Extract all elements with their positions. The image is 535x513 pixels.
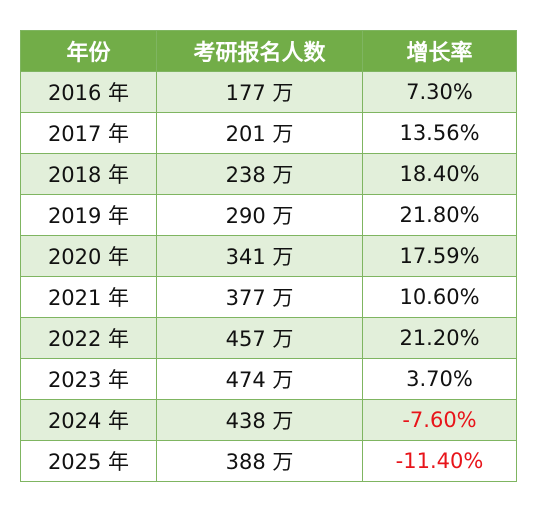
table-row: 2016 年 177 万 7.30% [20,71,517,113]
cell-applicants: 377 万 [156,276,363,318]
table-row: 2023 年 474 万 3.70% [20,358,517,400]
cell-year: 2019 年 [20,194,157,236]
cell-growth: 21.80% [362,194,517,236]
cell-growth: 21.20% [362,317,517,359]
header-applicants: 考研报名人数 [156,30,363,72]
enrollment-table-container: 年份 考研报名人数 增长率 2016 年 177 万 7.30% 2017 年 … [20,30,517,482]
cell-year: 2022 年 [20,317,157,359]
cell-growth: 18.40% [362,153,517,195]
cell-year: 2017 年 [20,112,157,154]
cell-year: 2020 年 [20,235,157,277]
cell-applicants: 238 万 [156,153,363,195]
cell-applicants: 201 万 [156,112,363,154]
cell-year: 2016 年 [20,71,157,113]
table-row: 2018 年 238 万 18.40% [20,153,517,195]
cell-growth: 3.70% [362,358,517,400]
cell-growth-negative: -7.60% [362,399,517,441]
cell-growth: 7.30% [362,71,517,113]
cell-applicants: 341 万 [156,235,363,277]
cell-applicants: 474 万 [156,358,363,400]
cell-year: 2025 年 [20,440,157,482]
cell-applicants: 388 万 [156,440,363,482]
cell-growth: 10.60% [362,276,517,318]
cell-year: 2023 年 [20,358,157,400]
cell-growth: 17.59% [362,235,517,277]
table-row: 2017 年 201 万 13.56% [20,112,517,154]
table-row: 2025 年 388 万 -11.40% [20,440,517,482]
table-row: 2022 年 457 万 21.20% [20,317,517,359]
table-row: 2024 年 438 万 -7.60% [20,399,517,441]
cell-year: 2024 年 [20,399,157,441]
table-row: 2020 年 341 万 17.59% [20,235,517,277]
cell-applicants: 177 万 [156,71,363,113]
table-row: 2021 年 377 万 10.60% [20,276,517,318]
cell-growth-negative: -11.40% [362,440,517,482]
cell-growth: 13.56% [362,112,517,154]
table-header-row: 年份 考研报名人数 增长率 [20,30,517,72]
cell-applicants: 290 万 [156,194,363,236]
header-growth-rate: 增长率 [362,30,517,72]
cell-year: 2021 年 [20,276,157,318]
cell-applicants: 438 万 [156,399,363,441]
cell-applicants: 457 万 [156,317,363,359]
cell-year: 2018 年 [20,153,157,195]
table-row: 2019 年 290 万 21.80% [20,194,517,236]
header-year: 年份 [20,30,157,72]
enrollment-table: 年份 考研报名人数 增长率 2016 年 177 万 7.30% 2017 年 … [20,30,517,482]
